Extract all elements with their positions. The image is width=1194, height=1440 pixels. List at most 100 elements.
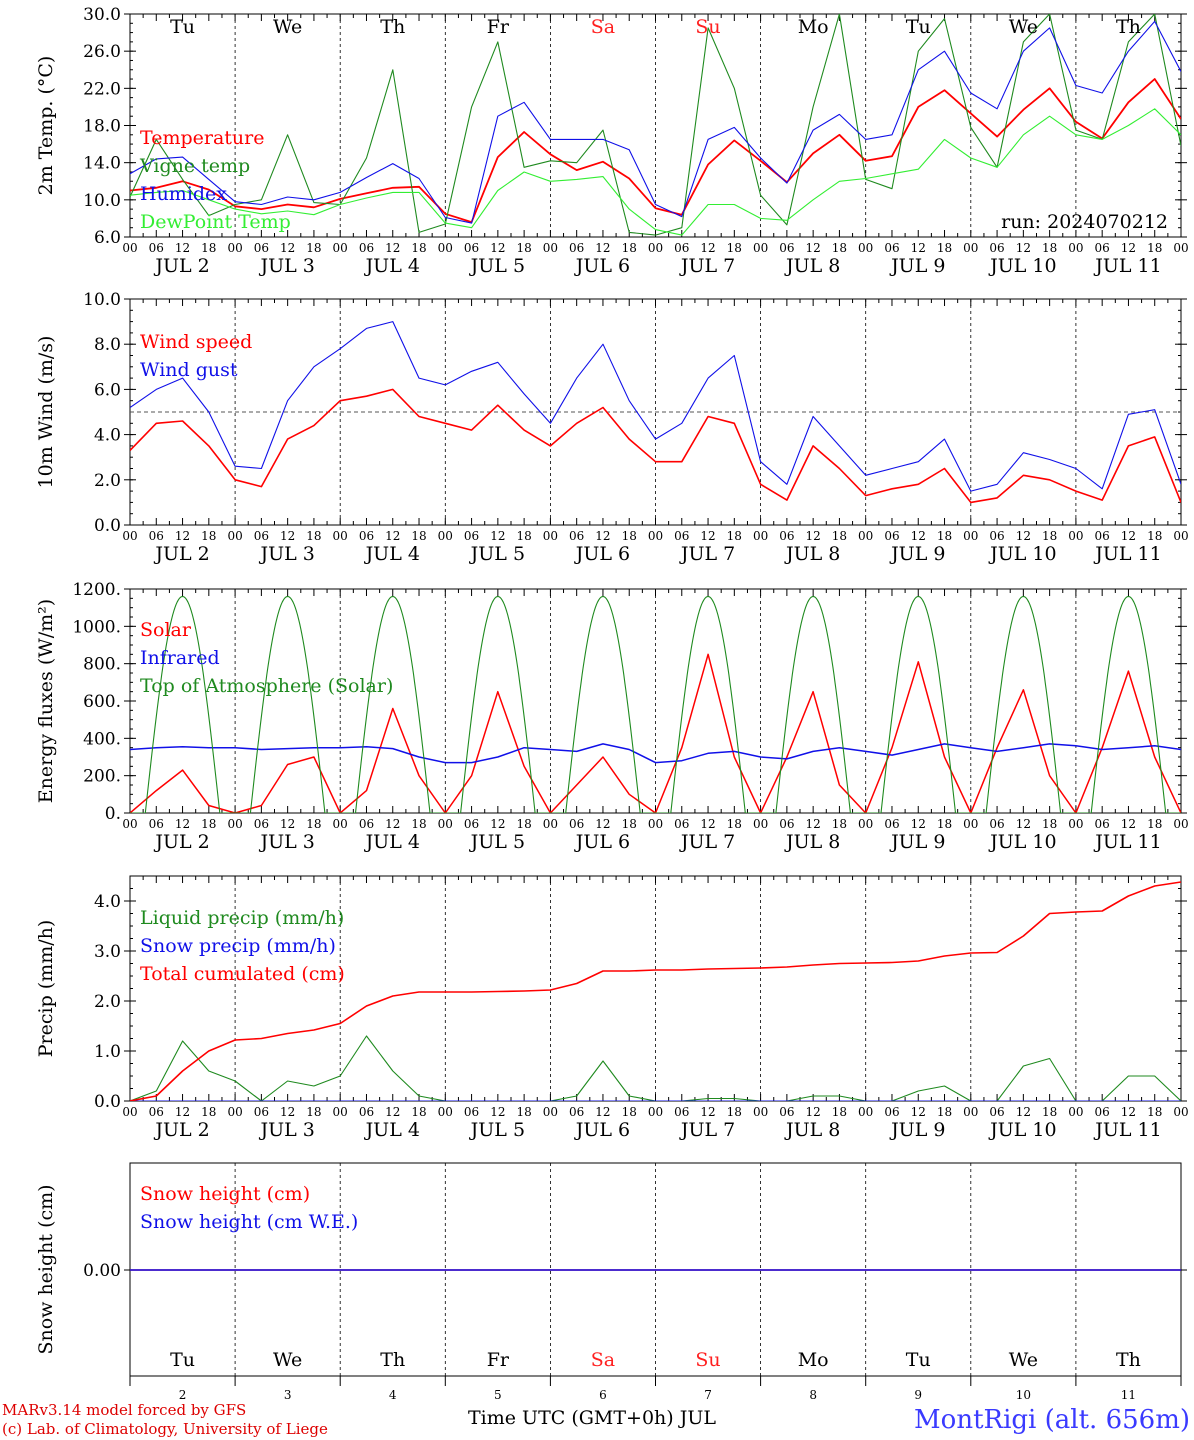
- x-day-number: 2: [179, 1388, 187, 1402]
- legend-entry: Total cumulated (cm): [140, 963, 345, 985]
- x-hour-label: 00: [648, 1105, 663, 1119]
- weekday-label: Mo: [798, 16, 829, 38]
- weekday-label: Th: [380, 16, 405, 38]
- x-hour-label: 00: [1173, 529, 1188, 543]
- x-hour-label: 06: [884, 1105, 899, 1119]
- x-hour-label: 12: [595, 817, 610, 831]
- x-hour-label: 06: [464, 529, 479, 543]
- x-hour-label: 18: [306, 1105, 321, 1119]
- x-day-label: JUL 6: [574, 255, 630, 277]
- x-hour-label: 18: [727, 241, 742, 255]
- x-hour-label: 18: [1147, 817, 1162, 831]
- footer: Time UTC (GMT+0h) JUL MARv3.14 model forc…: [2, 1401, 1190, 1438]
- x-hour-label: 00: [858, 817, 873, 831]
- x-day-label: JUL 2: [153, 831, 209, 853]
- x-day-number: 3: [284, 1388, 292, 1402]
- x-hour-label: 18: [201, 817, 216, 831]
- legend-entry: Snow height (cm): [140, 1183, 310, 1205]
- y-tick-label: 30.0: [83, 5, 121, 25]
- x-day-label: JUL 7: [679, 831, 735, 853]
- x-hour-label: 12: [1121, 241, 1136, 255]
- x-day-label: JUL 10: [988, 1119, 1056, 1141]
- x-hour-label: 18: [411, 1105, 426, 1119]
- x-hour-label: 18: [1147, 529, 1162, 543]
- weekday-label: Mo: [798, 1349, 829, 1371]
- x-hour-label: 06: [989, 1105, 1004, 1119]
- weekday-label: Tu: [906, 16, 931, 38]
- x-hour-label: 12: [700, 529, 715, 543]
- x-day-label: JUL 5: [469, 543, 525, 565]
- x-hour-label: 12: [1016, 817, 1031, 831]
- x-hour-label: 12: [806, 1105, 821, 1119]
- x-day-label: JUL 6: [574, 543, 630, 565]
- x-hour-label: 18: [516, 817, 531, 831]
- x-day-label: JUL 4: [364, 543, 420, 565]
- x-hour-label: 06: [464, 241, 479, 255]
- x-hour-label: 18: [306, 241, 321, 255]
- y-tick-label: 10.0: [83, 191, 121, 211]
- x-day-label: JUL 3: [258, 1119, 314, 1141]
- y-tick-label: 26.0: [83, 42, 121, 62]
- legend-entry: Solar: [140, 619, 192, 641]
- x-hour-label: 12: [806, 817, 821, 831]
- x-day-label: JUL 2: [153, 1119, 209, 1141]
- legend-entry: Wind speed: [140, 331, 252, 353]
- x-hour-label: 06: [464, 817, 479, 831]
- y-tick-label: 1200.: [72, 580, 121, 600]
- y-tick-label: 0.0: [94, 1092, 121, 1112]
- x-hour-label: 06: [674, 241, 689, 255]
- x-hour-label: 06: [464, 1105, 479, 1119]
- x-hour-label: 18: [622, 241, 637, 255]
- x-hour-label: 12: [385, 1105, 400, 1119]
- x-hour-label: 12: [595, 241, 610, 255]
- weekday-label: Tu: [170, 1349, 195, 1371]
- x-hour-label: 12: [490, 817, 505, 831]
- x-hour-label: 12: [911, 817, 926, 831]
- x-hour-label: 18: [727, 529, 742, 543]
- x-hour-label: 12: [1121, 817, 1136, 831]
- x-day-label: JUL 4: [364, 1119, 420, 1141]
- x-hour-label: 18: [306, 817, 321, 831]
- x-day-label: JUL 11: [1093, 543, 1161, 565]
- x-day-label: JUL 6: [574, 1119, 630, 1141]
- x-hour-label: 12: [911, 241, 926, 255]
- series-line-top-of-atmosphere-solar: [130, 595, 1181, 813]
- x-hour-label: 18: [1042, 241, 1057, 255]
- x-day-label: JUL 11: [1093, 255, 1161, 277]
- legend-entry: Top of Atmosphere (Solar): [140, 675, 393, 697]
- x-day-label: JUL 7: [679, 543, 735, 565]
- series-line-vigne-temp: [130, 14, 1181, 236]
- x-hour-label: 00: [333, 817, 348, 831]
- x-hour-label: 06: [359, 1105, 374, 1119]
- x-hour-label: 12: [911, 1105, 926, 1119]
- x-hour-label: 00: [753, 817, 768, 831]
- legend-entry: Wind gust: [140, 359, 238, 381]
- x-hour-label: 18: [201, 241, 216, 255]
- x-hour-label: 00: [333, 1105, 348, 1119]
- legend-entry: Snow height (cm W.E.): [140, 1211, 358, 1233]
- y-tick-label: 0.0: [94, 516, 121, 536]
- x-hour-label: 00: [648, 529, 663, 543]
- x-hour-label: 12: [1016, 241, 1031, 255]
- run-label: run: 2024070212: [1001, 211, 1168, 233]
- x-day-label: JUL 4: [364, 831, 420, 853]
- x-day-label: JUL 8: [784, 255, 840, 277]
- series-line-wind-speed: [130, 388, 1181, 504]
- weekday-label: We: [1009, 16, 1038, 38]
- x-hour-label: 18: [832, 1105, 847, 1119]
- x-day-label: JUL 11: [1093, 831, 1161, 853]
- series-line-total-cumulated-cm: [130, 881, 1181, 1101]
- x-hour-label: 00: [438, 1105, 453, 1119]
- x-hour-label: 06: [569, 1105, 584, 1119]
- x-day-number: 4: [389, 1388, 397, 1402]
- x-hour-label: 18: [832, 241, 847, 255]
- panel-snow: 0.00 Snow height (cm) Snow height (cm) Snow…: [35, 1162, 1187, 1402]
- x-hour-label: 18: [411, 529, 426, 543]
- y-tick-label: 18.0: [83, 117, 121, 137]
- x-hour-label: 00: [543, 529, 558, 543]
- credit-line: (c) Lab. of Climatology, University of L…: [2, 1420, 328, 1438]
- x-hour-label: 18: [201, 529, 216, 543]
- x-hour-label: 00: [333, 241, 348, 255]
- series-group: [130, 881, 1181, 1101]
